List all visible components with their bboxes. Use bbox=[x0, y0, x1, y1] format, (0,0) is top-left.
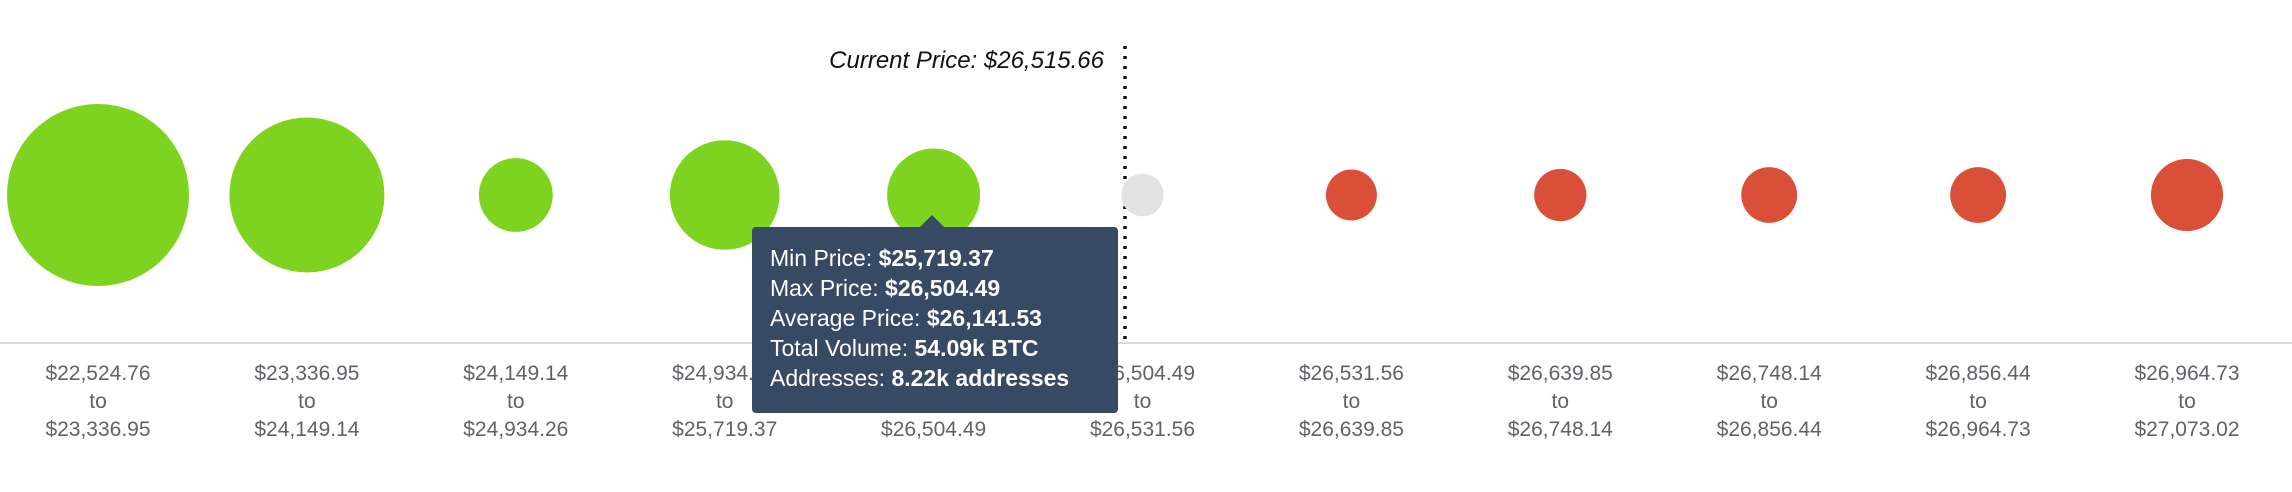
bubble-6[interactable] bbox=[1325, 169, 1377, 221]
tooltip-min-price: Min Price: $25,719.37 bbox=[770, 245, 994, 271]
tooltip-total-volume: Total Volume: 54.09k BTC bbox=[770, 335, 1039, 361]
tooltip: Min Price: $25,719.37 Max Price: $26,504… bbox=[752, 215, 1118, 413]
x-tick-label-1: $23,336.95 to $24,149.14 bbox=[254, 362, 359, 441]
x-tick-label-2: $24,149.14 to $24,934.26 bbox=[463, 362, 568, 441]
tooltip-arrow bbox=[920, 215, 944, 227]
bubble-7[interactable] bbox=[1534, 168, 1587, 222]
tooltip-average-price: Average Price: $26,141.53 bbox=[770, 305, 1042, 331]
bubble-8[interactable] bbox=[1741, 167, 1798, 223]
bubble-9[interactable] bbox=[1950, 167, 2007, 223]
x-tick-label-8: $26,748.14 to $26,856.44 bbox=[1717, 362, 1822, 441]
x-tick-label-0: $22,524.76 to $23,336.95 bbox=[45, 362, 150, 441]
bubble-10[interactable] bbox=[2150, 158, 2224, 232]
current-price-annotation: Current Price: $26,515.66 bbox=[829, 47, 1104, 74]
x-tick-labels: $22,524.76 to $23,336.95 $23,336.95 to $24,14… bbox=[45, 362, 2239, 441]
bubble-4[interactable] bbox=[887, 148, 981, 242]
tooltip-addresses: Addresses: 8.22k addresses bbox=[770, 365, 1070, 391]
bubble-5[interactable] bbox=[1121, 173, 1164, 217]
bubble-1[interactable] bbox=[229, 117, 385, 273]
x-tick-label-6: $26,531.56 to $26,639.85 bbox=[1299, 362, 1404, 441]
bubbles bbox=[7, 104, 2224, 286]
bubble-3[interactable] bbox=[669, 140, 780, 250]
x-tick-label-9: $26,856.44 to $26,964.73 bbox=[1926, 362, 2031, 441]
bubble-2[interactable] bbox=[478, 158, 553, 232]
x-tick-label-10: $26,964.73 to $27,073.02 bbox=[2134, 362, 2239, 441]
x-tick-label-3: $24,934.26 to $25,719.37 bbox=[672, 362, 777, 441]
tooltip-max-price: Max Price: $26,504.49 bbox=[770, 275, 1001, 301]
bubble-0[interactable] bbox=[7, 104, 189, 286]
x-tick-label-7: $26,639.85 to $26,748.14 bbox=[1508, 362, 1613, 441]
